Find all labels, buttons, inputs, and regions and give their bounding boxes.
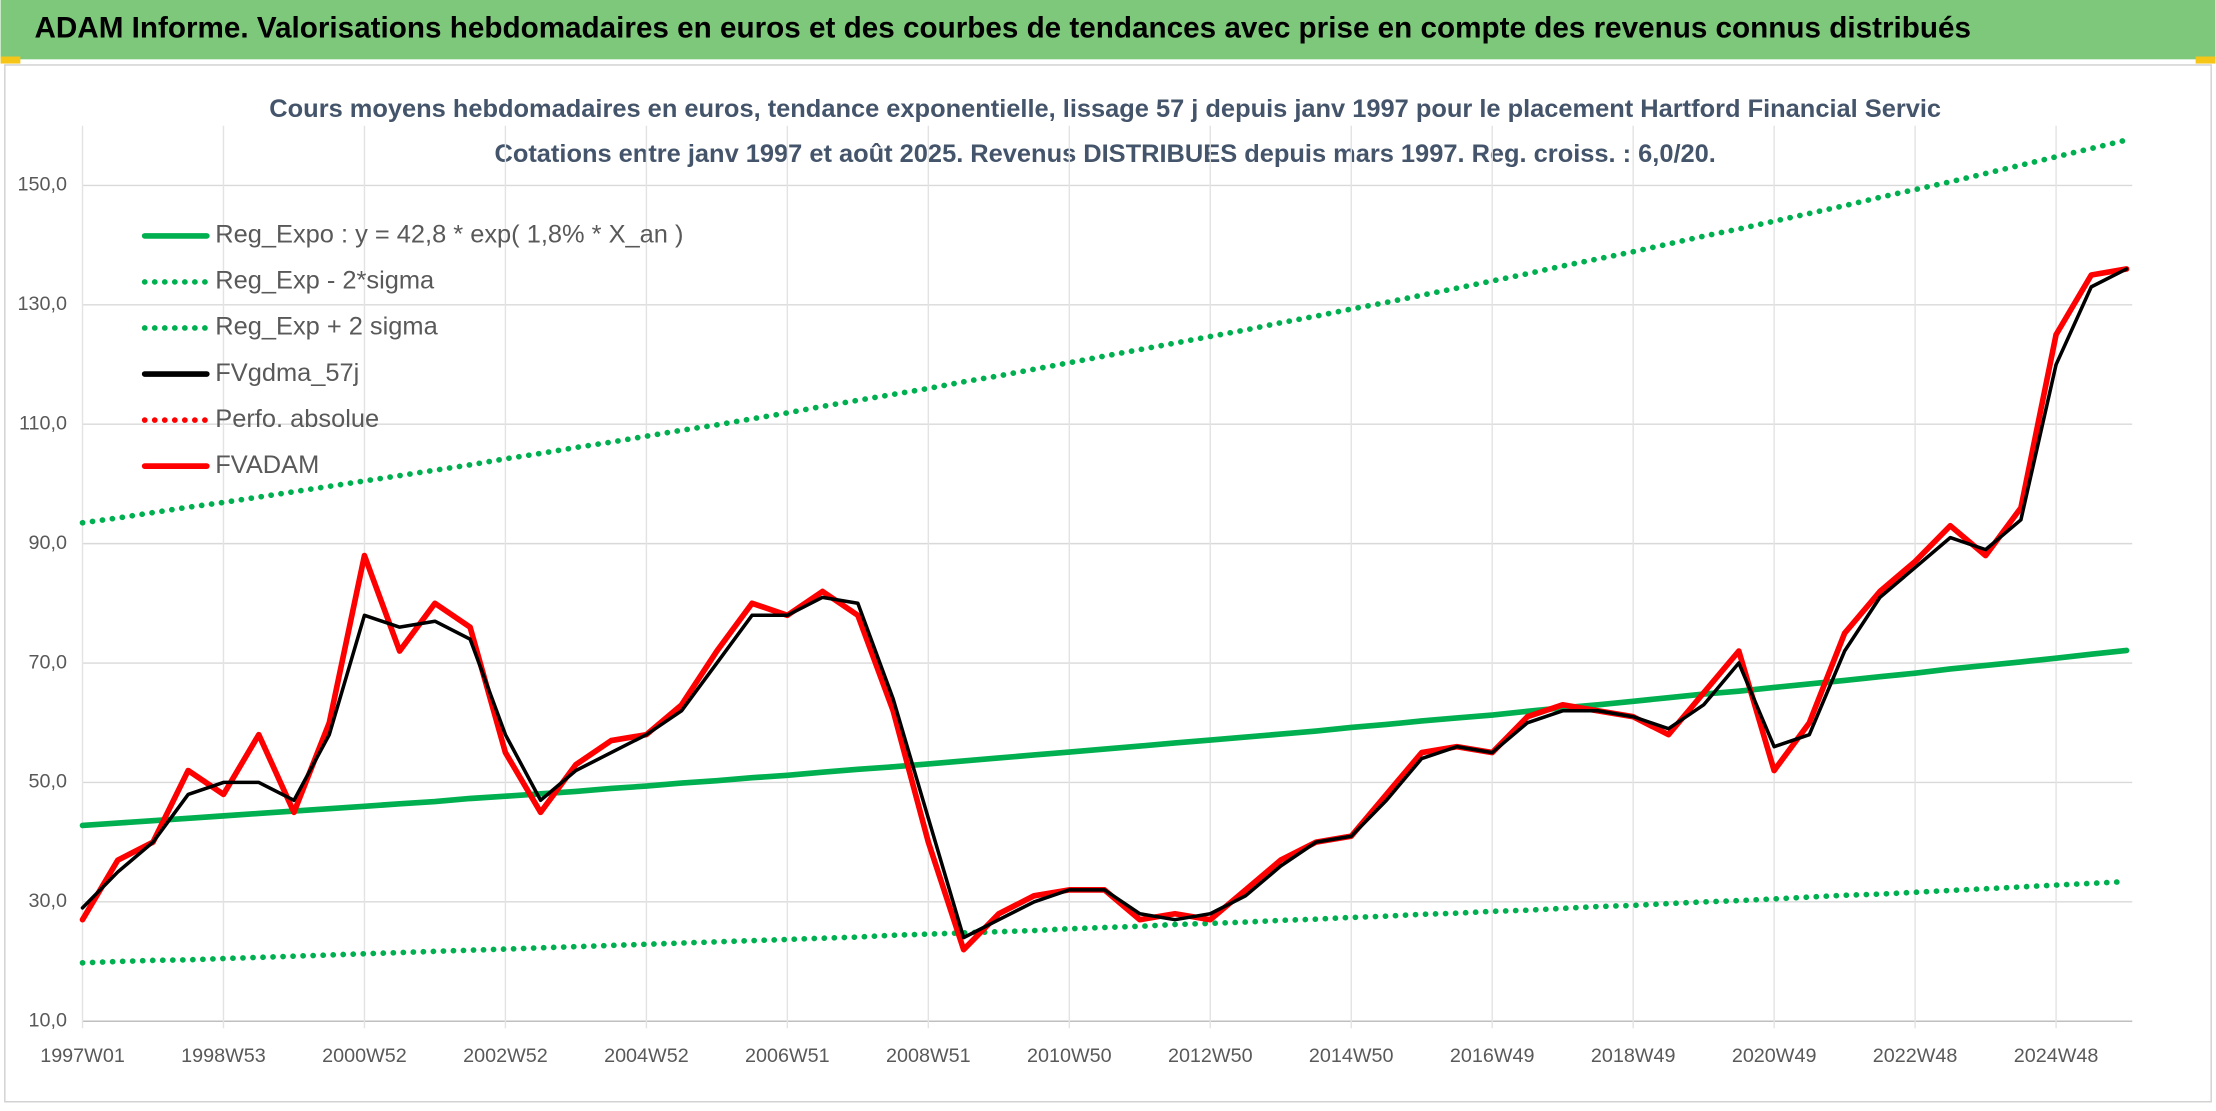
x-tick-label: 2018W49 — [1591, 1045, 1676, 1067]
y-tick-label: 50,0 — [28, 771, 66, 793]
x-tick-label: 2024W48 — [2014, 1045, 2099, 1067]
x-tick-label: 2002W52 — [463, 1045, 548, 1067]
legend-label: Reg_Exp - 2*sigma — [215, 267, 435, 295]
series-line — [79, 137, 2130, 526]
x-tick-label: 2004W52 — [604, 1045, 689, 1067]
x-tick-label: 2010W50 — [1027, 1045, 1112, 1067]
legend-label: FVADAM — [215, 451, 319, 479]
x-tick-label: 2022W48 — [1873, 1045, 1958, 1067]
x-tick-label: 2012W50 — [1168, 1045, 1253, 1067]
plot-area — [79, 137, 2130, 966]
legend-label: Perfo. absolue — [215, 405, 379, 433]
y-tick-label: 130,0 — [18, 293, 67, 315]
header-title: ADAM Informe. Valorisations hebdomadaire… — [34, 11, 1971, 44]
x-tick-label: 2014W50 — [1309, 1045, 1394, 1067]
y-tick-label: 150,0 — [18, 174, 67, 196]
legend-label: Reg_Expo : y = 42,8 * exp( 1,8% * X_an ) — [215, 221, 683, 249]
series-line — [79, 878, 2130, 966]
y-tick-label: 10,0 — [28, 1009, 66, 1031]
x-tick-label: 1997W01 — [40, 1045, 125, 1067]
y-tick-label: 90,0 — [28, 532, 66, 554]
corner-mark — [0, 56, 21, 64]
corner-mark — [2195, 56, 2216, 64]
chart-title: Cours moyens hebdomadaires en euros, ten… — [269, 95, 1941, 123]
x-tick-label: 2016W49 — [1450, 1045, 1535, 1067]
y-tick-label: 30,0 — [28, 890, 66, 912]
legend-label: FVgdma_57j — [215, 359, 359, 387]
grid: 10,0 30,0 50,0 70,0 90,0 110,0 130,0 150,0 1997W… — [18, 125, 2133, 1067]
legend-label: Reg_Exp + 2 sigma — [215, 313, 438, 341]
series-line — [79, 647, 2130, 829]
y-tick-label: 70,0 — [28, 651, 66, 673]
legend: Reg_Expo : y = 42,8 * exp( 1,8% * X_an )… — [141, 221, 683, 479]
x-tick-label: 2008W51 — [886, 1045, 971, 1067]
y-tick-label: 110,0 — [19, 412, 67, 434]
chart-frame — [4, 64, 2212, 1103]
x-tick-label: 1998W53 — [181, 1045, 266, 1067]
x-tick-label: 2006W51 — [745, 1045, 830, 1067]
header-banner — [0, 0, 2216, 60]
x-tick-label: 2020W49 — [1732, 1045, 1817, 1067]
x-tick-label: 2000W52 — [322, 1045, 407, 1067]
series-line — [80, 267, 2129, 940]
chart-subtitle: Cotations entre janv 1997 et août 2025. … — [494, 140, 1715, 168]
